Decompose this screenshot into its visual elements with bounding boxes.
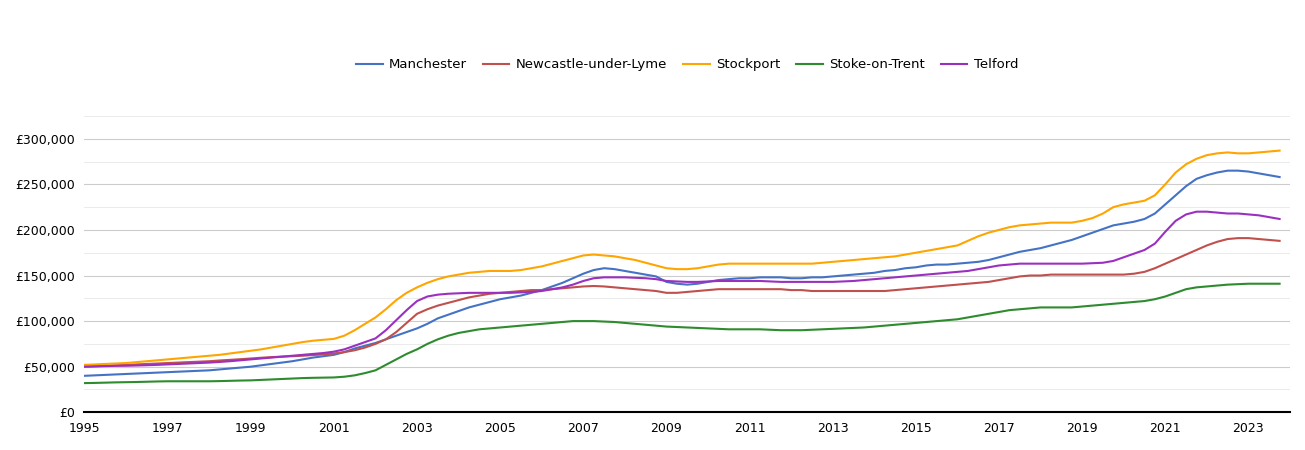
Newcastle-under-Lyme [1231, 235, 1246, 241]
Line: Stoke-on-Trent: Stoke-on-Trent [85, 284, 1280, 383]
Newcastle-under-Lyme [877, 288, 893, 294]
Stockport [1074, 218, 1090, 224]
Stockport [482, 268, 497, 274]
Stoke-on-Trent [77, 380, 93, 386]
Manchester [877, 268, 893, 274]
Manchester [482, 299, 497, 305]
Telford [1178, 212, 1194, 217]
Stoke-on-Trent [1241, 281, 1257, 286]
Stoke-on-Trent [482, 326, 497, 331]
Manchester [1074, 234, 1090, 239]
Telford [1272, 216, 1288, 222]
Telford [77, 364, 93, 369]
Newcastle-under-Lyme [1178, 252, 1194, 257]
Stoke-on-Trent [877, 323, 893, 328]
Manchester [77, 373, 93, 378]
Stockport [804, 261, 820, 266]
Manchester [1178, 184, 1194, 189]
Stockport [1178, 162, 1194, 167]
Newcastle-under-Lyme [482, 291, 497, 297]
Manchester [1272, 174, 1288, 180]
Stoke-on-Trent [1074, 304, 1090, 309]
Stoke-on-Trent [1178, 287, 1194, 292]
Newcastle-under-Lyme [804, 288, 820, 294]
Newcastle-under-Lyme [77, 364, 93, 369]
Line: Newcastle-under-Lyme: Newcastle-under-Lyme [85, 238, 1280, 367]
Telford [1189, 209, 1205, 214]
Newcastle-under-Lyme [1043, 272, 1058, 277]
Stockport [1272, 148, 1288, 153]
Stockport [77, 362, 93, 368]
Manchester [1043, 243, 1058, 248]
Line: Stockport: Stockport [85, 151, 1280, 365]
Telford [1074, 261, 1090, 266]
Manchester [1220, 168, 1236, 173]
Telford [877, 275, 893, 281]
Telford [1043, 261, 1058, 266]
Line: Telford: Telford [85, 212, 1280, 367]
Stockport [877, 255, 893, 260]
Stoke-on-Trent [1043, 305, 1058, 310]
Stoke-on-Trent [804, 327, 820, 333]
Legend: Manchester, Newcastle-under-Lyme, Stockport, Stoke-on-Trent, Telford: Manchester, Newcastle-under-Lyme, Stockp… [351, 53, 1023, 76]
Stoke-on-Trent [1272, 281, 1288, 286]
Telford [482, 290, 497, 296]
Stockport [1043, 220, 1058, 225]
Newcastle-under-Lyme [1272, 238, 1288, 243]
Line: Manchester: Manchester [85, 171, 1280, 376]
Manchester [804, 274, 820, 280]
Telford [804, 279, 820, 284]
Newcastle-under-Lyme [1074, 272, 1090, 277]
